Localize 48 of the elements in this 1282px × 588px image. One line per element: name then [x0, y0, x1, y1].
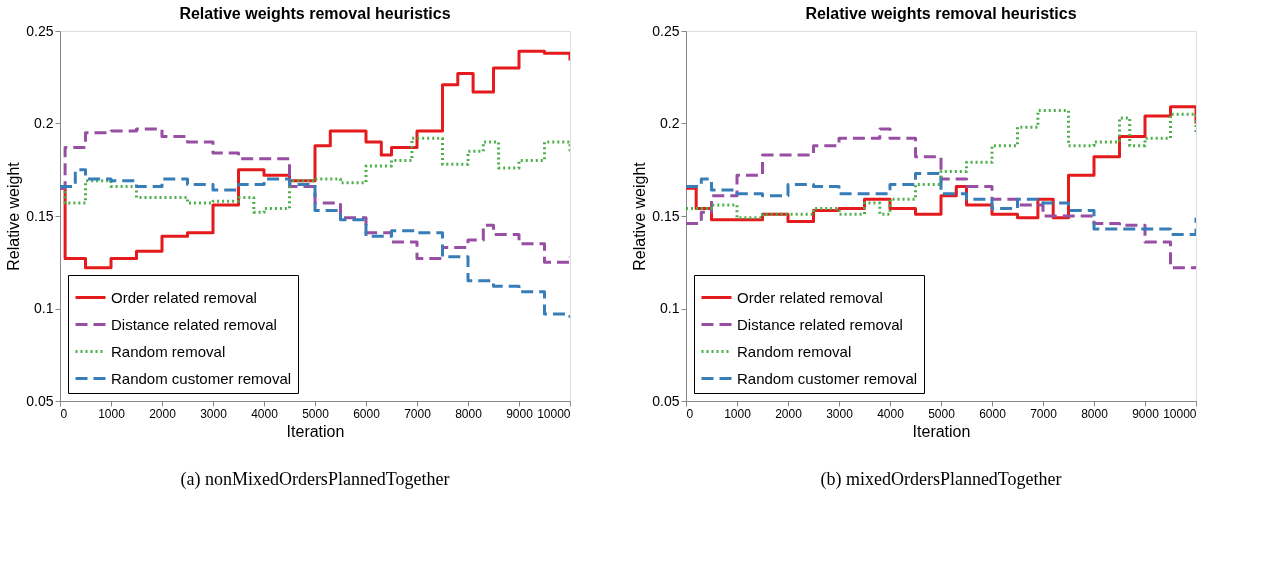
x-tick-label: 4000	[251, 406, 279, 421]
x-tick-label: 1000	[98, 406, 126, 421]
x-tick-label: 9000	[506, 406, 534, 421]
x-tick-label: 5000	[928, 406, 956, 421]
x-tick-label: 8000	[455, 406, 483, 421]
x-tick-label: 5000	[302, 406, 330, 421]
x-tick-label: 2000	[775, 406, 803, 421]
legend-label: Random removal	[737, 342, 852, 360]
legend-label: Order related removal	[737, 288, 883, 306]
x-tick-label: 2000	[149, 406, 177, 421]
x-tick-label: 0	[60, 406, 68, 421]
y-tick-label: 0.25	[26, 22, 54, 39]
y-tick-label: 0.2	[34, 115, 54, 131]
x-tick-label: 7000	[1030, 406, 1058, 421]
x-tick-label: 0	[686, 406, 694, 421]
x-tick-label: 10000	[1163, 406, 1197, 421]
x-axis-title: Iteration	[912, 422, 971, 440]
y-tick-label: 0.2	[660, 115, 680, 131]
x-tick-label: 3000	[200, 406, 228, 421]
legend-label: Random removal	[111, 342, 226, 360]
y-tick-label: 0.05	[652, 392, 680, 409]
x-tick-label: 3000	[826, 406, 854, 421]
x-axis-title: Iteration	[286, 422, 345, 440]
chart-title: Relative weights removal heuristics	[805, 5, 1077, 22]
chart-title: Relative weights removal heuristics	[179, 5, 451, 22]
x-tick-label: 7000	[404, 406, 432, 421]
x-tick-label: 4000	[877, 406, 905, 421]
y-axis-title: Relative weight	[5, 161, 23, 271]
x-tick-label: 9000	[1132, 406, 1160, 421]
y-tick-label: 0.1	[34, 300, 54, 316]
y-axis-title: Relative weight	[631, 161, 649, 271]
y-tick-label: 0.15	[652, 207, 680, 224]
x-tick-label: 6000	[979, 406, 1007, 421]
x-tick-label: 1000	[724, 406, 752, 421]
legend-label: Distance related removal	[737, 315, 903, 333]
y-tick-label: 0.25	[652, 22, 680, 39]
y-tick-label: 0.15	[26, 207, 54, 224]
x-tick-label: 6000	[353, 406, 381, 421]
y-tick-label: 0.1	[660, 300, 680, 316]
legend-label: Random customer removal	[111, 369, 292, 387]
legend-label: Distance related removal	[111, 315, 277, 333]
y-tick-label: 0.05	[26, 392, 54, 409]
x-tick-label: 10000	[537, 406, 571, 421]
legend-label: Order related removal	[111, 288, 257, 306]
text: (a) nonMixedOrdersPlannedTogether	[180, 469, 450, 490]
text: (b) mixedOrdersPlannedTogether	[820, 469, 1062, 490]
legend-label: Random customer removal	[737, 369, 918, 387]
x-tick-label: 8000	[1081, 406, 1109, 421]
